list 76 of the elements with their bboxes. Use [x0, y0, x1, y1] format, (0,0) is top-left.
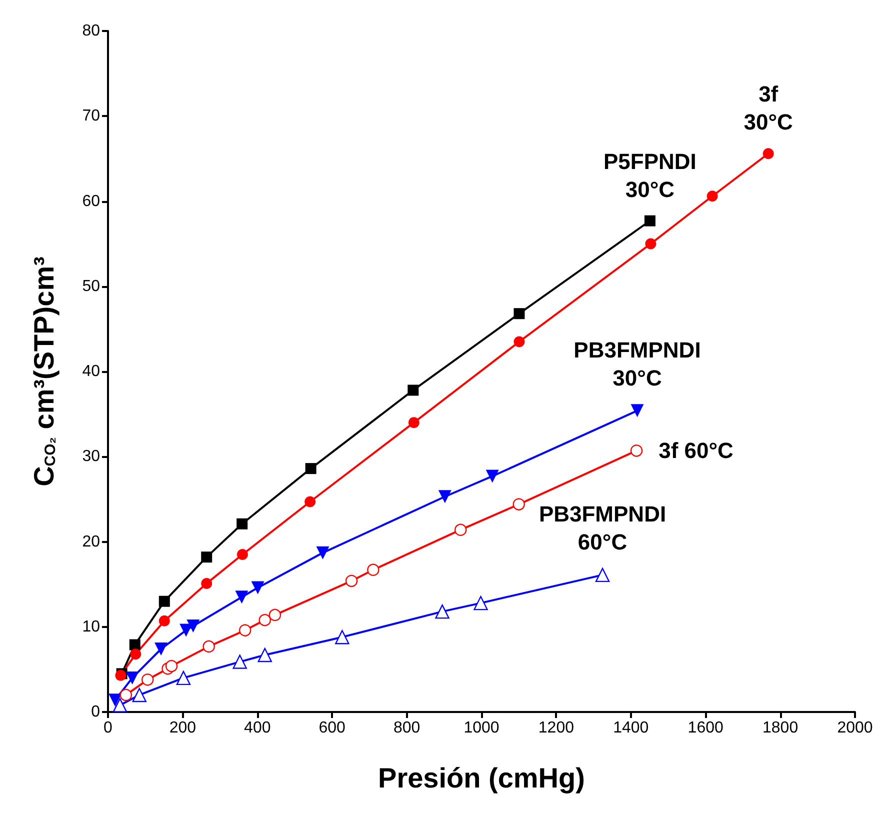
point: [235, 590, 248, 604]
point: [201, 552, 212, 563]
series-label: PB3FMPNDI 60°C: [538, 501, 666, 554]
series-label: PB3FMPNDI 30°C: [574, 338, 701, 391]
y-axis-title: CCO₂ cm³(STP)cm³: [28, 256, 60, 486]
x-tick-label: 1600: [688, 720, 724, 736]
y-tick-label: 10: [82, 618, 100, 636]
point: [762, 148, 774, 160]
point: [474, 596, 488, 610]
point: [201, 578, 212, 589]
point: [644, 215, 656, 226]
point: [630, 404, 644, 418]
point: [236, 518, 248, 530]
point: [345, 574, 358, 588]
point: [512, 498, 525, 510]
point: [186, 620, 200, 633]
point: [268, 608, 282, 622]
point: [435, 604, 450, 619]
point: [154, 642, 168, 656]
point: [126, 671, 139, 684]
point: [454, 524, 467, 536]
point: [258, 614, 271, 626]
point: [142, 674, 154, 686]
point: [316, 546, 330, 560]
y-tick-label: 0: [91, 704, 100, 720]
point: [486, 470, 499, 483]
point: [706, 190, 718, 202]
point: [120, 688, 132, 702]
point: [112, 698, 128, 712]
point: [645, 238, 656, 250]
point: [158, 615, 170, 626]
point: [514, 308, 525, 320]
y-tick-label: 50: [82, 278, 100, 295]
x-tick-label: 1000: [464, 720, 500, 736]
x-tick-label: 200: [169, 720, 196, 736]
x-tick-label: 2000: [837, 720, 873, 736]
point: [132, 688, 146, 702]
point: [108, 694, 122, 707]
point: [130, 648, 142, 660]
x-tick-label: 1400: [613, 720, 649, 736]
point: [129, 639, 140, 650]
point: [304, 496, 316, 508]
point: [630, 444, 643, 457]
point: [408, 384, 419, 396]
point: [258, 648, 272, 662]
point: [232, 654, 247, 669]
x-axis-title: Presión (cmHg): [378, 762, 585, 794]
point: [335, 630, 350, 644]
y-tick-label: 60: [82, 192, 100, 210]
point: [236, 549, 248, 560]
x-tick-label: 600: [318, 720, 346, 736]
y-tick-label: 80: [82, 22, 100, 40]
point: [251, 581, 264, 594]
point: [514, 336, 525, 348]
series-label: 3f 30°C: [744, 82, 794, 135]
x-tick-label: 1800: [762, 720, 798, 736]
point: [158, 596, 170, 607]
point: [438, 490, 452, 504]
point: [595, 568, 610, 582]
point: [305, 463, 316, 474]
series-label: P5FPNDI 30°C: [603, 148, 696, 202]
point: [408, 417, 420, 428]
x-tick-label: 0: [104, 720, 113, 736]
point: [238, 624, 252, 636]
y-tick-label: 40: [82, 363, 100, 380]
point: [176, 670, 191, 686]
y-tick-label: 70: [82, 108, 100, 125]
point: [367, 564, 380, 576]
point: [202, 640, 215, 653]
point: [165, 660, 178, 672]
y-tick-label: 20: [82, 533, 100, 550]
y-tick-label: 30: [82, 448, 100, 466]
series-label: 3f 60°C: [658, 438, 734, 464]
x-tick-label: 800: [393, 720, 420, 736]
x-tick-label: 1200: [538, 720, 574, 736]
x-tick-label: 400: [244, 720, 271, 736]
